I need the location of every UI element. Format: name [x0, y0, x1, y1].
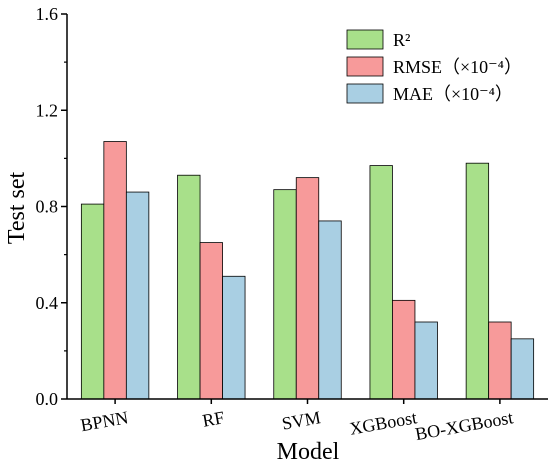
bar-bo-xgboost-series-2: [510, 338, 535, 400]
legend-swatch-0: [346, 29, 384, 50]
legend-swatch-1: [346, 56, 384, 77]
legend-label-0: R²: [393, 30, 410, 50]
y-tick-label: 1.2: [36, 100, 59, 120]
bar-xgboost-series-1: [392, 299, 416, 400]
bar-bo-xgboost-series-1: [488, 321, 512, 400]
legend-label-2: MAE（×10⁻⁴）: [393, 84, 513, 104]
bar-layer: [80, 141, 535, 400]
x-tick-label-bo-xgboost: BO-XGBoost: [414, 407, 515, 444]
legend-label-1: RMSE（×10⁻⁴）: [393, 57, 522, 77]
legend-swatch-2: [346, 83, 384, 104]
bar-svm-series-0: [273, 189, 297, 400]
bar-rf-series-2: [222, 275, 246, 400]
bar-bpnn-series-0: [80, 203, 105, 400]
x-tick-label-xgboost: XGBoost: [348, 407, 418, 439]
bar-bpnn-series-1: [103, 141, 127, 400]
y-tick-label: 0.0: [36, 389, 59, 409]
y-tick-label: 0.4: [36, 293, 59, 313]
bar-svm-series-1: [295, 177, 320, 400]
bar-rf-series-0: [177, 174, 201, 400]
bar-xgboost-series-0: [369, 165, 393, 400]
legend: R² RMSE（×10⁻⁴） MAE（×10⁻⁴）: [346, 29, 522, 104]
bar-bo-xgboost-series-0: [465, 162, 490, 400]
bar-rf-series-1: [199, 242, 223, 400]
y-tick-label: 0.8: [36, 197, 59, 217]
y-axis-title: Test set: [4, 172, 30, 245]
bar-svm-series-2: [318, 220, 342, 400]
y-tick-label: 1.6: [36, 4, 59, 24]
x-tick-label-rf: RF: [201, 407, 226, 431]
x-tick-label-svm: SVM: [280, 407, 322, 433]
bar-xgboost-series-2: [414, 321, 438, 400]
x-tick-label-bpnn: BPNN: [79, 407, 130, 435]
x-axis-title: Model: [277, 439, 340, 465]
bar-bpnn-series-2: [125, 191, 150, 400]
